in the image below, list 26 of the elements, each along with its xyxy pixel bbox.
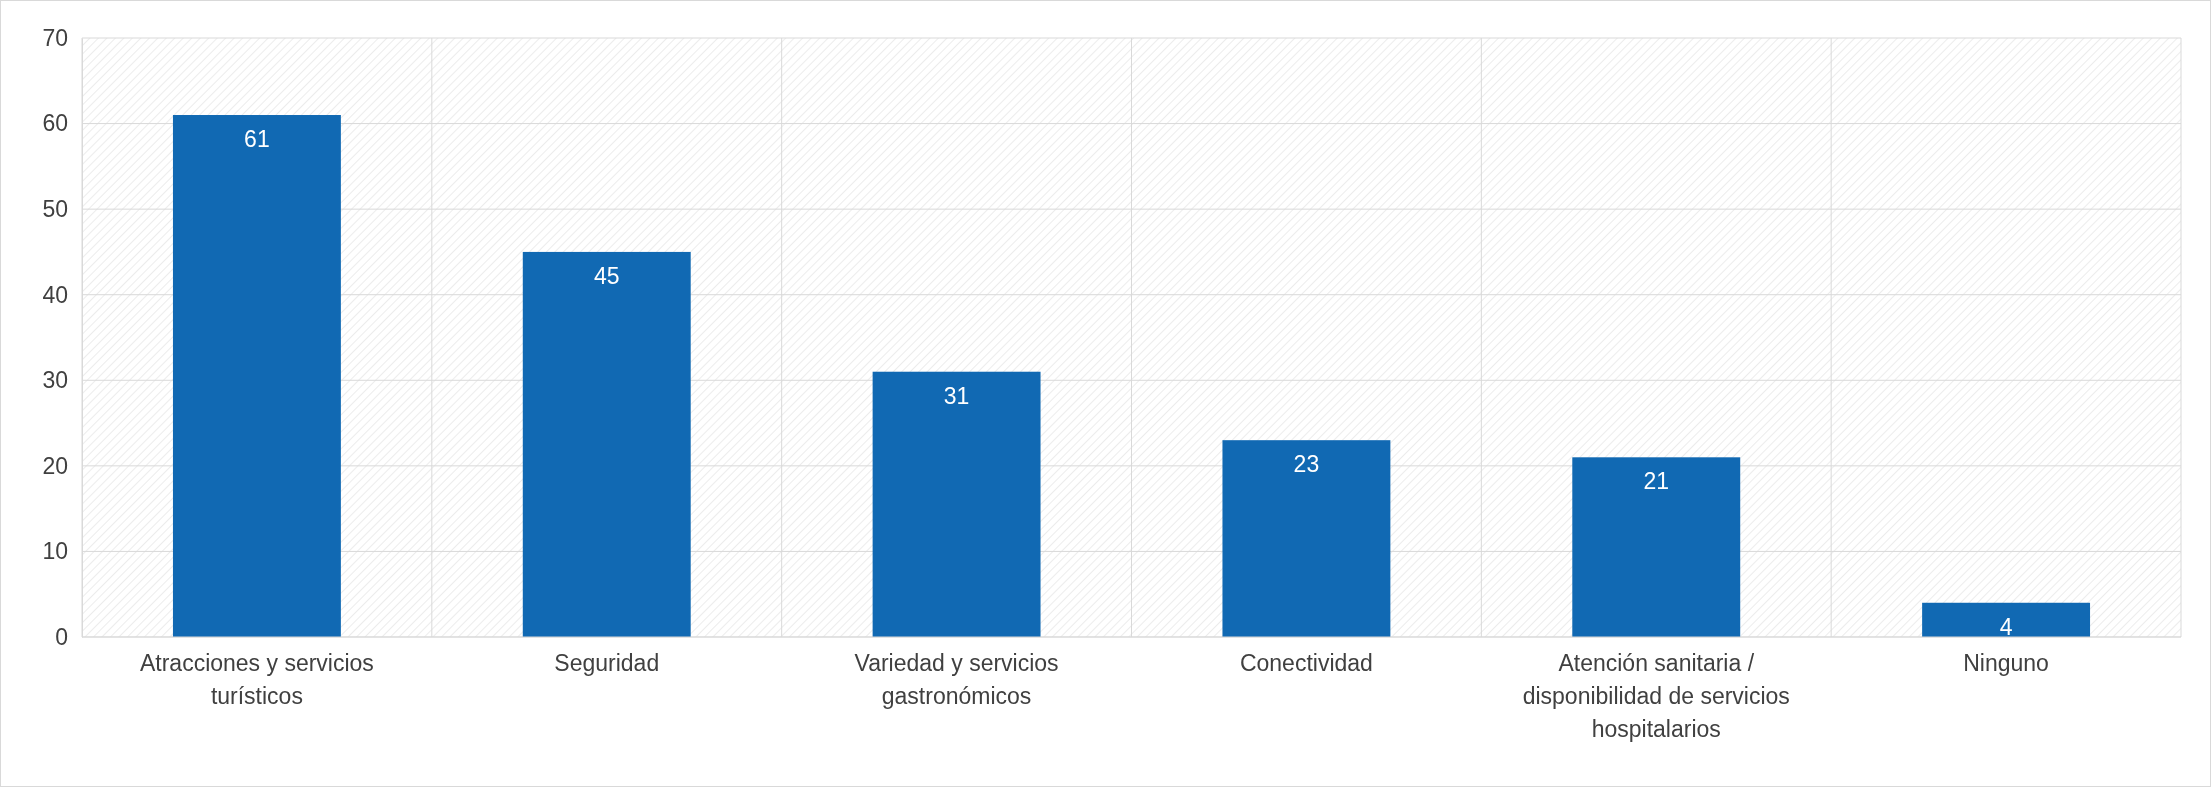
- x-tick-label: Seguridad: [554, 650, 660, 676]
- y-tick-label: 30: [42, 367, 68, 394]
- data-label: 21: [1643, 468, 1670, 495]
- bar: [1222, 440, 1391, 637]
- data-label: 61: [244, 126, 270, 153]
- data-label: 31: [943, 382, 970, 409]
- bar: [172, 115, 341, 637]
- data-label: 4: [1999, 613, 2013, 640]
- y-tick-label: 50: [42, 196, 68, 222]
- x-tick-label: Ninguno: [1963, 650, 2049, 676]
- y-tick-label: 70: [42, 24, 68, 51]
- x-tick-label: Conectividad: [1239, 650, 1373, 676]
- x-tick-label: Atracciones y servicios turísticos: [139, 650, 374, 709]
- y-tick-label: 10: [42, 538, 68, 565]
- bar: [1572, 457, 1741, 637]
- y-tick-label: 0: [55, 623, 68, 650]
- data-label: 45: [593, 262, 620, 289]
- y-tick-label: 40: [42, 281, 68, 308]
- x-tick-label: Atención sanitaria / disponibilidad de servicios hospitalarios: [1522, 650, 1790, 742]
- y-tick-label: 20: [42, 452, 68, 479]
- bar: [522, 251, 691, 637]
- bar: [872, 371, 1041, 637]
- data-label: 23: [1293, 451, 1320, 478]
- x-tick-label: Variedad y servicios gastronómicos: [854, 650, 1059, 709]
- y-tick-label: 60: [42, 110, 68, 137]
- bar: [1922, 602, 2091, 637]
